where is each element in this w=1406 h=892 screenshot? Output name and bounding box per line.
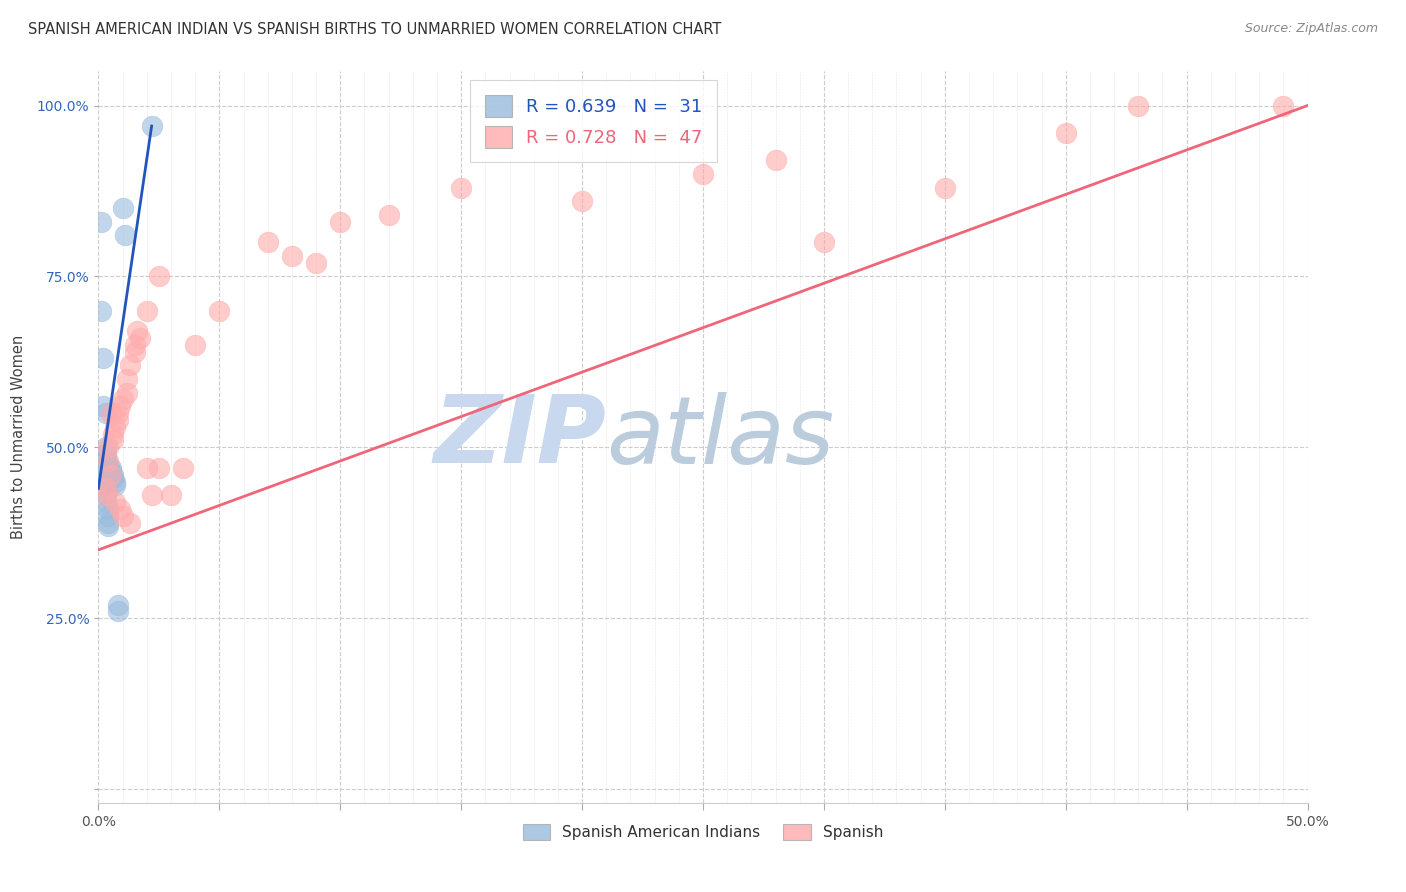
Legend: Spanish American Indians, Spanish: Spanish American Indians, Spanish [516, 818, 890, 847]
Point [571, 194, 593, 209]
Point [692, 167, 714, 181]
Point [111, 201, 134, 215]
Point [94, 440, 117, 454]
Point [450, 180, 472, 194]
Point [94, 460, 117, 475]
Point [329, 215, 352, 229]
Point [124, 338, 146, 352]
Point [114, 228, 136, 243]
Point [97, 519, 120, 533]
Point [141, 488, 163, 502]
Point [117, 385, 139, 400]
Point [118, 359, 141, 373]
Point [1128, 98, 1150, 112]
Point [160, 488, 183, 502]
Point [104, 495, 127, 509]
Point [97, 501, 120, 516]
Point [813, 235, 835, 250]
Point [117, 372, 139, 386]
Point [281, 249, 304, 263]
Point [305, 256, 328, 270]
Point [97, 454, 120, 468]
Point [94, 471, 117, 485]
Point [128, 331, 150, 345]
Point [94, 406, 117, 420]
Text: ZIP: ZIP [433, 391, 606, 483]
Point [94, 488, 117, 502]
Point [97, 516, 120, 530]
Point [90, 215, 112, 229]
Point [94, 481, 117, 495]
Point [90, 303, 112, 318]
Point [97, 440, 120, 454]
Point [108, 501, 131, 516]
Point [141, 119, 163, 133]
Point [111, 392, 134, 407]
Point [104, 420, 127, 434]
Point [1272, 98, 1295, 112]
Point [101, 426, 124, 441]
Point [256, 235, 278, 250]
Point [108, 400, 131, 414]
Text: Source: ZipAtlas.com: Source: ZipAtlas.com [1244, 22, 1378, 36]
Point [91, 351, 114, 366]
Point [118, 516, 141, 530]
Point [107, 406, 129, 420]
Point [94, 447, 117, 461]
Point [97, 508, 120, 523]
Y-axis label: Births to Unmarried Women: Births to Unmarried Women [11, 335, 25, 539]
Point [377, 208, 399, 222]
Point [101, 471, 124, 485]
Point [104, 478, 127, 492]
Point [107, 598, 129, 612]
Text: atlas: atlas [606, 392, 835, 483]
Point [94, 495, 117, 509]
Point [135, 303, 157, 318]
Point [111, 508, 134, 523]
Point [94, 454, 117, 468]
Text: SPANISH AMERICAN INDIAN VS SPANISH BIRTHS TO UNMARRIED WOMEN CORRELATION CHART: SPANISH AMERICAN INDIAN VS SPANISH BIRTH… [28, 22, 721, 37]
Point [97, 458, 120, 472]
Point [184, 338, 207, 352]
Point [94, 467, 117, 482]
Point [100, 460, 122, 475]
Point [94, 481, 117, 495]
Point [148, 460, 170, 475]
Point [135, 460, 157, 475]
Point [107, 604, 129, 618]
Point [100, 467, 122, 482]
Point [208, 303, 231, 318]
Point [148, 269, 170, 284]
Point [1054, 126, 1077, 140]
Point [94, 478, 117, 492]
Point [101, 467, 124, 482]
Point [107, 413, 129, 427]
Point [124, 344, 146, 359]
Point [127, 324, 149, 338]
Point [94, 488, 117, 502]
Point [100, 464, 122, 478]
Point [172, 460, 194, 475]
Point [101, 434, 124, 448]
Point [91, 400, 114, 414]
Point [765, 153, 787, 168]
Point [104, 475, 127, 489]
Point [100, 406, 122, 420]
Point [934, 180, 956, 194]
